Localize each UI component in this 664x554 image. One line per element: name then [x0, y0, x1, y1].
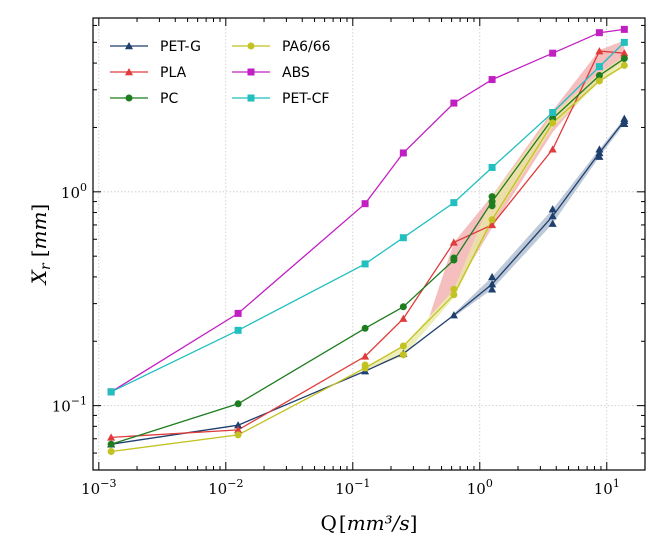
point-pa6-66	[399, 342, 407, 350]
point-pet-cf	[399, 234, 407, 242]
point-pc	[234, 400, 242, 408]
y-tick-label: 10−1	[52, 395, 87, 416]
point-pla	[107, 433, 116, 441]
point-pet-g	[620, 114, 629, 122]
point-abs	[488, 76, 496, 84]
grid-lines	[93, 18, 645, 470]
band-pa6-66	[365, 56, 625, 370]
point-abs	[549, 49, 557, 57]
point-pc	[488, 193, 496, 201]
point-pet-g	[488, 285, 497, 293]
point-pc	[620, 55, 628, 63]
point-pla	[449, 238, 458, 246]
point-pa6-66	[107, 448, 115, 456]
point-pet-cf	[595, 63, 603, 71]
series-lines	[110, 28, 625, 453]
point-pa6-66	[234, 431, 242, 439]
legend-label-pc: PC	[160, 91, 178, 107]
point-pet-g	[595, 152, 604, 160]
series-markers	[107, 25, 629, 456]
point-pla	[399, 314, 408, 322]
line-pla	[111, 50, 625, 439]
point-pa6-66	[549, 119, 557, 127]
legend-label-pet-g: PET-G	[160, 39, 201, 55]
point-pet-cf	[361, 260, 369, 268]
point-pc	[107, 440, 115, 448]
line-pc	[110, 58, 625, 445]
point-pa6-66	[595, 77, 603, 85]
point-pla	[548, 145, 557, 153]
point-pet-cf	[234, 326, 242, 334]
point-pc	[361, 324, 369, 332]
point-pet-cf	[620, 38, 628, 46]
line-pet-g	[111, 120, 625, 445]
point-pla	[595, 47, 604, 55]
legend-marker-abs	[247, 68, 255, 76]
point-pet-g	[548, 212, 557, 220]
point-pet-g	[234, 421, 243, 429]
point-abs	[450, 99, 458, 107]
point-pet-g	[488, 272, 497, 281]
legend-label-pla: PLA	[160, 65, 187, 81]
point-pet-g	[620, 119, 629, 128]
legend-marker-pa6-66	[247, 42, 255, 50]
point-pet-cf	[488, 163, 496, 171]
legend: PET-G PLA PC PA6/66 ABS PET-CF	[110, 39, 331, 107]
point-pa6-66	[450, 291, 458, 299]
point-pla	[488, 220, 497, 229]
point-pet-g	[548, 219, 557, 227]
point-pa6-66	[450, 285, 458, 293]
point-pa6-66	[361, 361, 369, 369]
x-tick-label: 101	[594, 477, 620, 498]
line-abs	[110, 28, 625, 393]
point-abs	[234, 309, 242, 317]
point-pla	[620, 49, 629, 57]
x-tick-label: 10−3	[81, 477, 116, 498]
point-pet-g	[449, 311, 458, 319]
point-pla	[234, 425, 243, 434]
point-abs	[399, 149, 407, 157]
legend-marker-pet-g	[124, 41, 134, 50]
point-pet-g	[488, 280, 497, 288]
legend-marker-pc	[125, 94, 133, 102]
point-pc	[488, 202, 496, 210]
point-abs	[620, 25, 628, 33]
y-tick-label: 100	[61, 181, 87, 202]
point-pa6-66	[488, 216, 496, 224]
point-pet-cf	[107, 388, 115, 396]
legend-label-pa6-66: PA6/66	[282, 39, 331, 55]
axis-ticks	[92, 18, 646, 471]
point-pc	[399, 303, 407, 311]
plot-frame	[92, 17, 646, 471]
point-abs	[361, 200, 369, 208]
x-tick-label: 100	[467, 477, 493, 498]
legend-marker-pet-cf	[247, 94, 255, 102]
point-pet-cf	[549, 108, 557, 116]
point-pla	[361, 352, 370, 360]
point-pet-cf	[450, 199, 458, 207]
point-pa6-66	[399, 351, 407, 359]
point-pet-g	[595, 145, 604, 153]
legend-marker-pla	[124, 67, 134, 76]
legend-label-pet-cf: PET-CF	[282, 91, 329, 107]
point-pc	[450, 254, 458, 262]
x-tick-label: 10−2	[208, 477, 243, 498]
x-axis-label: Q [mm³/s]	[321, 511, 418, 535]
tick-labels: 10−3 10−2 10−1 100 101 10−1 100	[52, 181, 620, 498]
point-pet-g	[548, 205, 557, 213]
y-axis-label: Xr[mm]	[27, 204, 54, 287]
point-pc	[595, 71, 603, 79]
point-abs	[595, 29, 603, 37]
point-pa6-66	[620, 61, 628, 69]
legend-label-abs: ABS	[282, 65, 310, 81]
x-tick-label: 10−1	[335, 477, 370, 498]
